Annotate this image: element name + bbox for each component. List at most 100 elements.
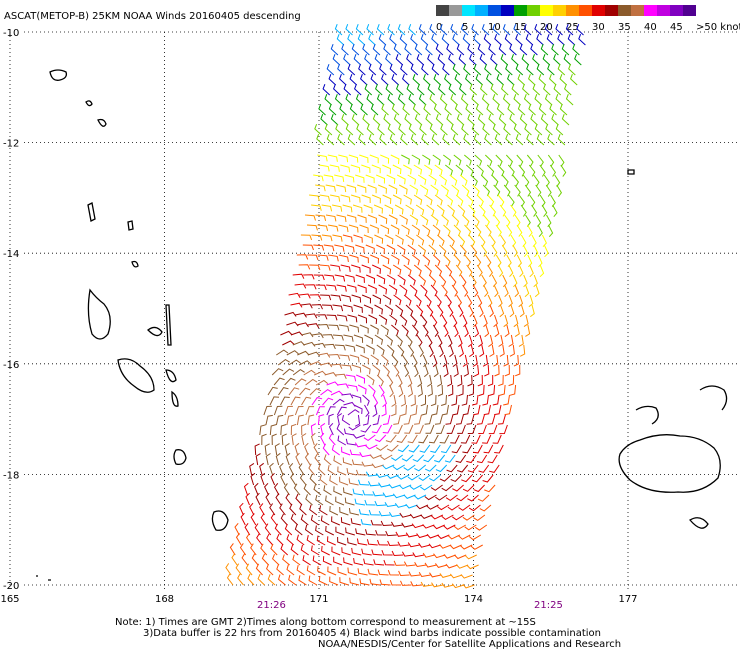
wind-barb [351,114,360,126]
wind-barb [334,274,346,282]
wind-barb [482,184,490,197]
wind-barb [368,34,376,46]
wind-barb [362,44,370,56]
wind-barb [418,571,431,578]
wind-barb [357,384,367,395]
wind-barb [499,384,506,396]
wind-barb [476,264,483,277]
wind-barb [512,244,518,258]
wind-barb [401,354,409,367]
wind-barb [480,84,488,96]
wind-barb [368,509,380,516]
wind-barb [400,394,407,407]
wind-barb [364,334,374,344]
wind-barb [338,224,349,233]
wind-barb [335,373,347,380]
wind-barb [276,533,284,546]
wind-barb [431,404,439,416]
wind-barb [477,494,490,502]
wind-barb [269,396,280,406]
wind-barb [536,64,545,76]
wind-barb [369,454,382,459]
wind-barb [471,394,479,406]
wind-barb [370,519,382,526]
wind-barb [313,342,326,348]
wind-barb [301,433,307,446]
wind-barb [444,104,452,116]
wind-barb [300,303,313,309]
wind-barb [333,455,342,466]
wind-barb [365,471,378,477]
wind-barb [348,508,360,516]
wind-barb [346,284,357,293]
wind-barb [315,379,329,386]
wind-barb [424,264,432,276]
wind-barb [282,340,295,346]
legend-label: 35 [618,22,631,33]
wind-barb [323,485,332,496]
wind-barb [243,482,249,496]
wind-barb [349,354,360,363]
wind-barb [378,510,391,517]
wind-barb [384,501,397,508]
wind-barb [445,264,453,277]
wind-barb [401,522,414,528]
wind-barb [336,184,347,193]
wind-barb [395,54,404,66]
wind-barb [393,414,401,425]
wind-barb [235,533,242,546]
wind-barb [439,573,452,578]
wind-barb [269,462,274,476]
wind-barb [544,24,553,36]
wind-barb [458,534,471,540]
legend-label: 25 [566,22,579,33]
wind-barb [463,364,469,377]
wind-barb [479,344,485,358]
wind-barb [431,314,438,327]
wind-barb [467,114,475,126]
wind-barb [473,364,480,377]
wind-barb [378,384,385,397]
wind-barb [515,134,524,146]
wind-barb [436,204,445,216]
wind-barb [311,304,323,310]
wind-barb [453,154,462,166]
wind-barb [498,44,507,56]
wind-barb [447,234,455,247]
wind-barb [483,34,492,46]
wind-barb [415,204,425,216]
wind-barb [292,341,305,346]
wind-barb [538,104,547,116]
wind-barb [494,34,502,46]
wind-barb [449,544,462,550]
wind-barb [564,84,572,96]
wind-barb [478,204,486,217]
wind-barb [462,284,469,297]
lon-label: 174 [464,594,483,605]
wind-barb [482,354,489,367]
wind-barb [336,34,345,46]
wind-barb [369,224,379,234]
wind-barb [510,204,517,217]
island [117,358,179,407]
wind-barb [440,394,447,406]
wind-barb [487,375,494,387]
wind-barb [284,523,293,536]
wind-barb [442,64,450,76]
wind-barb [457,424,466,434]
wind-barb [519,344,526,357]
wind-barb [416,304,424,317]
wind-barb [383,44,391,56]
wind-barb [473,64,482,76]
wind-barb [355,344,365,354]
wind-barb [466,414,475,425]
wind-barb [328,104,337,116]
wind-barb [280,424,287,436]
wind-barb [267,386,278,396]
wind-barb [446,114,454,126]
map-title: ASCAT(METOP-B) 25KM NOAA Winds 20160405 … [4,11,301,22]
wind-barb [487,294,493,308]
wind-barb [272,554,280,566]
wind-barb [290,302,303,308]
wind-barb [518,334,524,347]
